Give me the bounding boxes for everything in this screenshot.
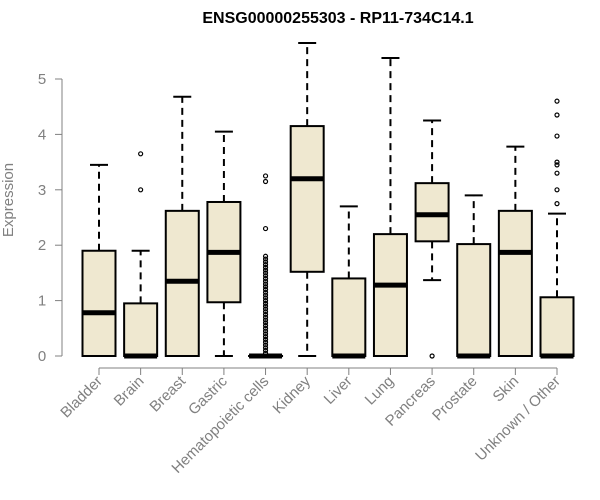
outlier-point [262,347,269,354]
outlier-point [262,328,269,334]
y-tick-label: 3 [38,182,46,199]
outlier-point [554,187,560,193]
outlier-point [262,317,269,323]
outlier-point [262,278,269,284]
outlier-point [554,201,560,207]
box-breast [164,95,200,357]
outlier-point [554,159,560,165]
outlier-point [262,320,269,326]
iqr-box [123,302,159,357]
outlier-point [262,314,269,320]
outlier-point [262,298,269,304]
outlier-point [138,151,144,157]
outlier-point [262,173,269,179]
outlier-point [262,300,269,306]
outlier-point [262,339,269,345]
outlier-point [262,273,269,279]
outlier-point [262,322,269,329]
x-tick-label: Lung [362,373,398,409]
outlier-point [262,306,269,312]
outlier-point [262,253,269,259]
box-bladder [81,163,117,358]
y-tick-label: 4 [38,126,46,143]
y-axis: 0 1 2 3 4 5 [38,71,63,365]
outlier-point [262,259,269,265]
outlier-point [262,281,269,287]
iqr-box [372,233,408,357]
outlier-point [262,286,269,293]
outlier-point [262,334,269,340]
iqr-box [331,277,367,357]
outlier-point [138,187,144,193]
x-tick-label: Brain [111,373,148,410]
outlier-point [262,275,269,282]
x-tick-label: Liver [321,373,356,408]
outlier-point [262,331,269,337]
box-prostate [456,194,492,359]
outlier-point [262,256,269,262]
outlier-point [554,170,560,176]
outlier-point [262,292,269,298]
box-hematopoietic-cells [248,173,284,359]
x-tick-label: Kidney [270,372,315,417]
box-unknown-other [539,98,575,359]
box-skin [497,145,533,357]
iqr-box [539,296,575,357]
outlier-point [429,353,435,359]
outlier-point [262,311,269,318]
box-kidney [289,41,325,357]
y-tick-label: 0 [38,348,46,365]
box-gastric [206,130,242,357]
y-tick-label: 2 [38,237,46,254]
iqr-box [497,209,533,357]
chart-title: ENSG00000255303 - RP11-734C14.1 [202,10,473,27]
outlier-point [262,303,269,309]
outlier-point [262,336,269,342]
iqr-box [456,243,492,357]
outlier-point [262,350,269,356]
outlier-point [262,284,269,290]
box-brain [123,151,159,359]
outlier-point [554,133,560,139]
outlier-point [262,270,269,276]
box-lung [372,56,408,357]
y-tick-label: 1 [38,293,46,310]
outlier-point [262,345,269,351]
outlier-point [554,98,560,104]
boxes-group [81,41,575,359]
x-tick-label: Bladder [57,373,106,422]
x-tick-label: Skin [490,373,523,406]
outlier-point [262,325,269,331]
outlier-point [262,342,269,348]
outlier-point [262,178,269,185]
x-tick-label: Breast [146,372,189,415]
outlier-point [262,309,269,315]
iqr-box [289,125,325,273]
outlier-point [262,295,269,301]
outlier-point [262,264,269,270]
iqr-box [81,249,117,358]
y-axis-label: Expression [0,163,17,237]
box-pancreas [414,119,450,359]
outlier-point [554,112,560,118]
box-liver [331,205,367,359]
outlier-point [262,289,269,295]
outlier-point [554,162,560,168]
outlier-point [262,225,269,232]
x-tick-label: Prostate [429,373,481,425]
outlier-point [262,261,269,268]
y-tick-label: 5 [38,71,46,88]
outlier-point [262,267,269,273]
